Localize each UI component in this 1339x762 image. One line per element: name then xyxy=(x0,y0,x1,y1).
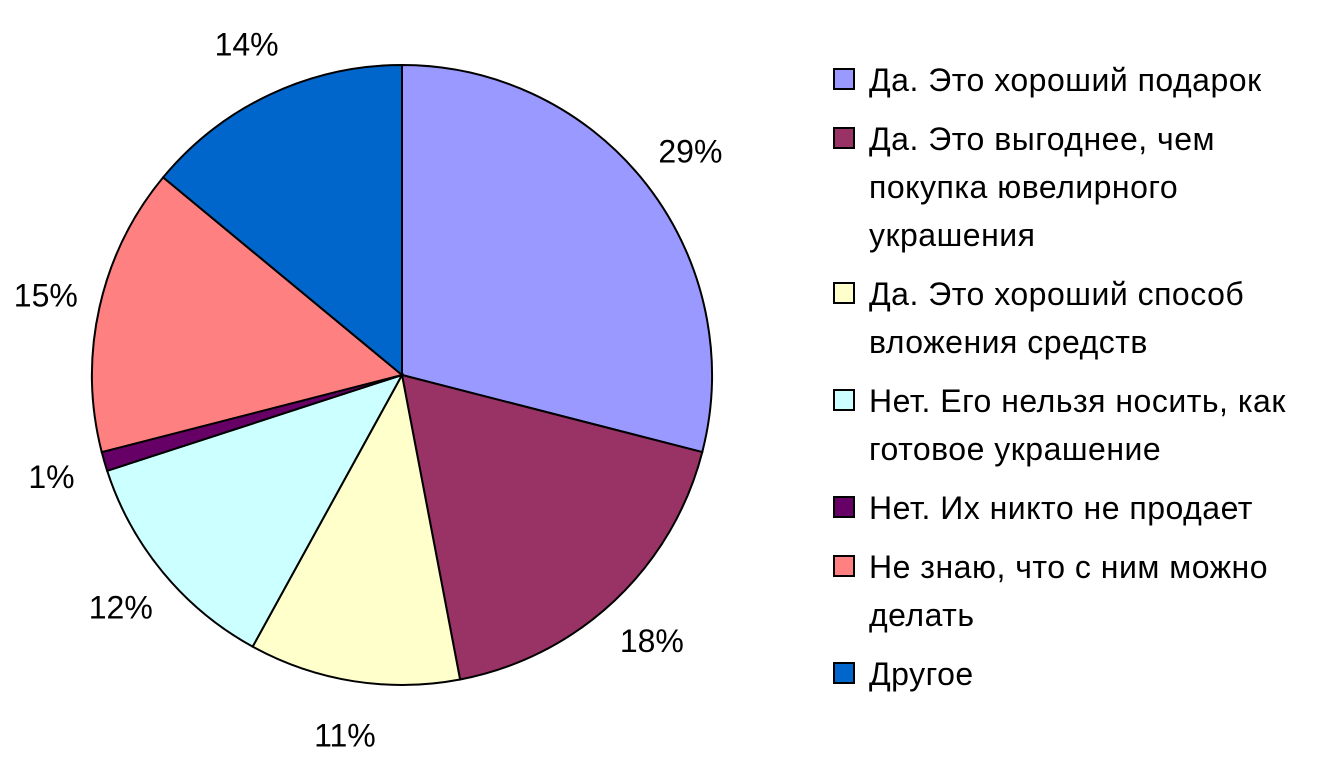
slice-percent-label: 18% xyxy=(620,623,684,659)
pie-slice xyxy=(91,175,405,454)
legend-swatch xyxy=(833,282,855,304)
pie-chart: 29% 18% 11% 12% 1% 15% 14% xyxy=(14,27,723,754)
legend-swatch xyxy=(833,68,855,90)
slice-percent-label: 29% xyxy=(658,133,722,169)
legend-label: Нет. Их никто не продает xyxy=(869,490,1253,526)
slice-percent-label: 14% xyxy=(215,27,279,63)
legend-item: Нет. Его нельзя носить, как готовое укра… xyxy=(833,377,1333,473)
legend-label: Да. Это хороший способ вложения средств xyxy=(869,276,1245,360)
legend-item: Нет. Их никто не продает xyxy=(833,484,1333,532)
slice-percent-label: 1% xyxy=(28,459,74,495)
pie-slices xyxy=(91,63,713,686)
legend-label: Да. Это выгоднее, чем покупка ювелирного… xyxy=(869,121,1215,253)
legend-label: Другое xyxy=(869,656,974,692)
legend-swatch xyxy=(833,496,855,518)
slice-percent-label: 11% xyxy=(314,718,376,754)
legend-item: Да. Это хороший способ вложения средств xyxy=(833,270,1333,366)
pie-labels: 29% 18% 11% 12% 1% 15% 14% xyxy=(14,27,723,754)
legend-item: Другое xyxy=(833,650,1333,698)
legend-label: Не знаю, что с ним можно делать xyxy=(869,549,1269,633)
legend-item: Да. Это выгоднее, чем покупка ювелирного… xyxy=(833,115,1333,259)
pie-slice xyxy=(161,63,403,378)
pie-slice xyxy=(251,372,462,686)
legend-item: Не знаю, что с ним можно делать xyxy=(833,543,1333,639)
pie-slice xyxy=(400,373,704,681)
pie-slice xyxy=(401,63,713,454)
pie-slice xyxy=(105,373,405,649)
slice-percent-label: 12% xyxy=(89,590,153,626)
slice-percent-label: 15% xyxy=(14,277,78,313)
legend-label: Да. Это хороший подарок xyxy=(869,62,1262,98)
chart-legend: Да. Это хороший подарок Да. Это выгоднее… xyxy=(833,56,1333,709)
legend-swatch xyxy=(833,389,855,411)
legend-label: Нет. Его нельзя носить, как готовое укра… xyxy=(869,383,1286,467)
legend-swatch xyxy=(833,662,855,684)
legend-swatch xyxy=(833,555,855,577)
legend-item: Да. Это хороший подарок xyxy=(833,56,1333,104)
legend-swatch xyxy=(833,127,855,149)
